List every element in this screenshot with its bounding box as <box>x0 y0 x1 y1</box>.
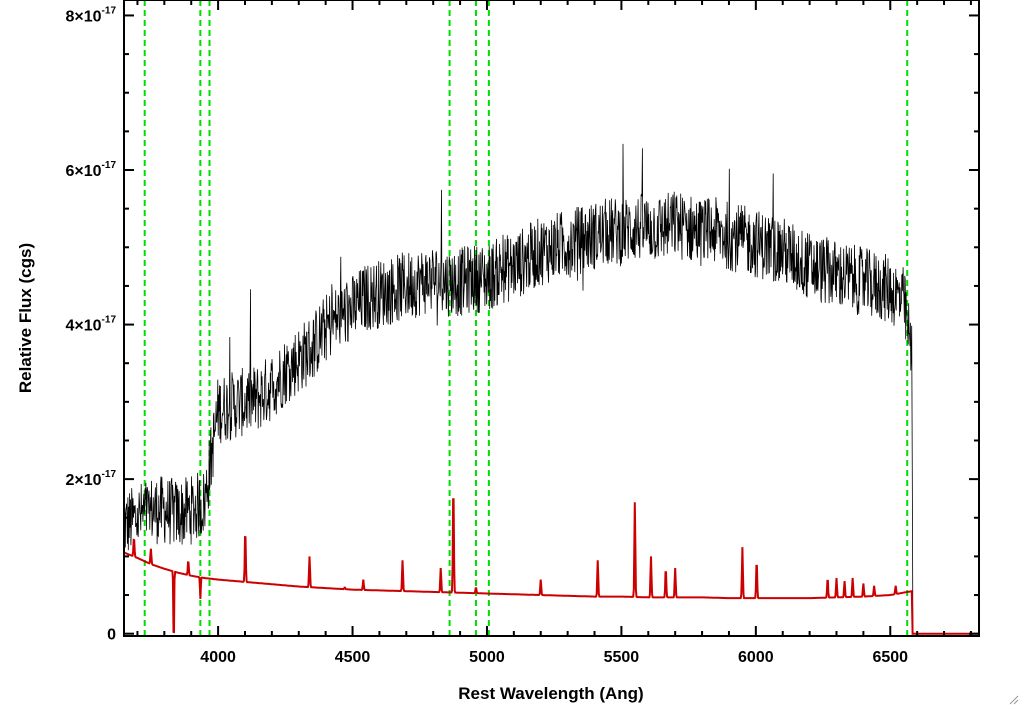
x-tick-label: 5500 <box>604 649 640 666</box>
y-axis-title: Relative Flux (cgs) <box>16 243 35 393</box>
plot-frame <box>123 0 980 637</box>
model-spectrum-line <box>123 498 979 635</box>
x-axis-title: Rest Wavelength (Ang) <box>458 684 643 703</box>
x-ticks: 4000 4500 5000 5500 6000 6500 <box>136 0 972 666</box>
series-layer <box>123 143 979 635</box>
y-tick-label: 0 <box>107 627 116 644</box>
x-tick-label: 5000 <box>469 649 505 666</box>
observed-spectrum-line <box>123 143 979 635</box>
y-tick-label: 6×10-17 <box>66 160 117 180</box>
y-ticks: 0 2×10-17 4×10-17 6×10-17 8×10-17 <box>66 5 979 644</box>
resize-grip-icon[interactable] <box>1009 695 1019 705</box>
y-tick-label: 8×10-17 <box>66 5 117 25</box>
vline-layer <box>143 0 909 636</box>
y-tick-label: 2×10-17 <box>66 469 117 489</box>
x-tick-label: 6500 <box>872 649 908 666</box>
x-tick-label: 4500 <box>335 649 371 666</box>
y-tick-label: 4×10-17 <box>66 315 117 335</box>
x-tick-label: 6000 <box>738 649 774 666</box>
x-tick-label: 4000 <box>200 649 236 666</box>
